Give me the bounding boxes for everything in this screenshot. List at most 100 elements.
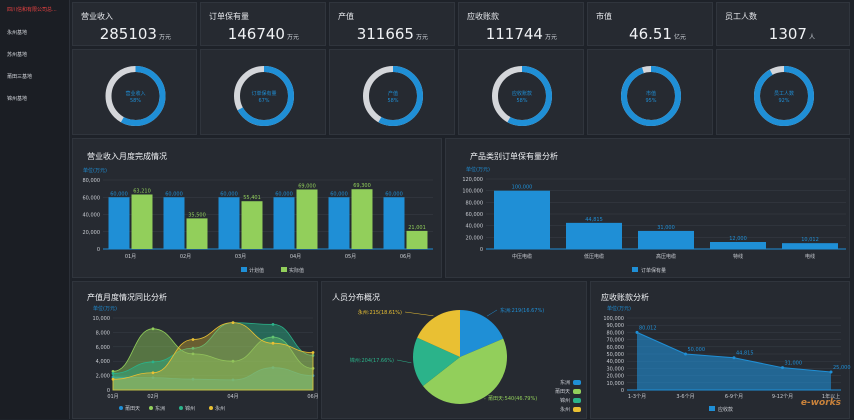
- kpi-value: 311665: [357, 25, 414, 43]
- bar: [274, 197, 295, 249]
- kpi-unit: 万元: [287, 34, 299, 41]
- bar: [329, 197, 350, 249]
- ring-percent: 58%: [387, 98, 398, 104]
- legend-swatch: [573, 389, 581, 394]
- y-axis-unit: 单位(万元): [83, 167, 107, 174]
- bar: [164, 197, 185, 249]
- x-tick-label: 03月: [235, 254, 246, 260]
- x-tick-label: 01月: [107, 394, 118, 400]
- bar-value-label: 60,000: [275, 191, 293, 197]
- data-point: [112, 372, 115, 375]
- y-tick-label: 0: [621, 388, 624, 394]
- ring-percent: 58%: [516, 98, 527, 104]
- y-tick-label: 2,000: [96, 374, 110, 380]
- kpi-label: 市值: [596, 11, 612, 22]
- legend-swatch: [149, 406, 153, 410]
- sidebar-item-yongzhou[interactable]: 永州基地: [7, 29, 27, 36]
- sidebar-item-suzhou[interactable]: 苏州基地: [7, 51, 27, 58]
- bar: [297, 189, 318, 249]
- y-tick-label: 80,000: [466, 200, 484, 206]
- bar-value-label: 60,000: [220, 191, 238, 197]
- legend-swatch: [632, 267, 638, 272]
- y-tick-label: 0: [480, 247, 483, 253]
- bar-value-label: 69,300: [353, 183, 371, 189]
- legend-label: 永州: [560, 406, 570, 413]
- bar-value-label: 60,000: [165, 191, 183, 197]
- sidebar-item-hq[interactable]: 四川信和有限公司总...: [7, 6, 57, 13]
- bar: [132, 194, 153, 249]
- bar: [187, 218, 208, 249]
- kpi-label: 营业收入: [81, 11, 113, 22]
- legend-swatch: [241, 267, 247, 272]
- x-tick-label: 低压电缆: [584, 253, 604, 260]
- bar-value-label: 60,000: [330, 191, 348, 197]
- data-point: [272, 342, 275, 345]
- kpi-unit: 万元: [545, 34, 557, 41]
- data-point: [232, 321, 235, 324]
- y-tick-label: 90,000: [607, 323, 625, 329]
- point-value-label: 50,000: [688, 347, 706, 353]
- y-tick-label: 80,000: [607, 330, 625, 336]
- y-tick-label: 20,000: [607, 374, 625, 380]
- legend-swatch: [573, 398, 581, 403]
- y-tick-label: 4,000: [96, 359, 110, 365]
- y-axis-unit: 单位(万元): [607, 305, 631, 312]
- legend-label: 东洲: [560, 379, 570, 386]
- y-tick-label: 50,000: [607, 352, 625, 358]
- kpi-unit: 亿元: [674, 34, 686, 41]
- y-tick-label: 10,000: [607, 381, 625, 387]
- y-tick-label: 40,000: [607, 359, 625, 365]
- y-tick-label: 6,000: [96, 345, 110, 351]
- legend-swatch: [709, 406, 715, 411]
- sidebar-item-jinzhou[interactable]: 锦州基地: [7, 95, 27, 102]
- kpi-value: 111744: [486, 25, 543, 43]
- kpi-value: 46.51: [629, 25, 672, 43]
- x-tick-label: 电线: [805, 253, 815, 260]
- legend-label: 实际值: [289, 267, 304, 274]
- legend-swatch: [119, 406, 123, 410]
- x-tick-label: 01月: [125, 254, 136, 260]
- y-tick-label: 20,000: [83, 230, 101, 236]
- bar: [566, 223, 622, 249]
- product-orders-chart: 单位(万元)120,000100,00080,00060,00040,00020…: [446, 139, 851, 279]
- legend-label: 锦州: [560, 397, 570, 404]
- bar: [219, 197, 240, 249]
- ring-label: 员工人数: [774, 90, 794, 97]
- bar-value-label: 44,815: [585, 217, 603, 223]
- bar: [638, 231, 694, 249]
- bar: [782, 243, 838, 249]
- kpi-unit: 万元: [416, 34, 428, 41]
- ring-label: 应收账款: [512, 90, 532, 97]
- ring-percent: 95%: [645, 98, 656, 104]
- watermark-logo: e-works: [801, 398, 841, 408]
- ring-label: 市值: [646, 90, 656, 97]
- legend-label: 东洲: [155, 405, 165, 412]
- kpi-unit: 万元: [159, 34, 171, 41]
- y-axis-unit: 单位(万元): [93, 305, 117, 312]
- bar: [710, 242, 766, 249]
- bar-value-label: 100,000: [512, 185, 533, 191]
- sidebar-item-putian[interactable]: 莆田三基地: [7, 73, 32, 80]
- ring-percent: 58%: [130, 98, 141, 104]
- bar-value-label: 12,000: [729, 236, 747, 242]
- legend-swatch: [573, 407, 581, 412]
- legend-label: 应收款: [718, 406, 733, 413]
- bar-value-label: 55,401: [243, 195, 261, 201]
- staff-distribution-panel: 人员分布概况 东洲:219(16.67%)莆田天:540(46.79%)锦州:2…: [321, 281, 587, 419]
- pie-leader-line: [397, 360, 411, 363]
- bar-value-label: 60,000: [110, 191, 128, 197]
- legend-label: 莆田天: [555, 388, 570, 395]
- x-tick-label: 04月: [290, 254, 301, 260]
